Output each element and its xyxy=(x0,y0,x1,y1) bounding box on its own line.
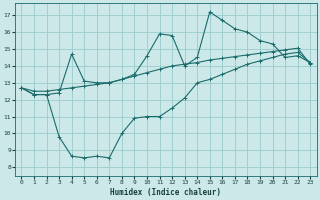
X-axis label: Humidex (Indice chaleur): Humidex (Indice chaleur) xyxy=(110,188,221,197)
